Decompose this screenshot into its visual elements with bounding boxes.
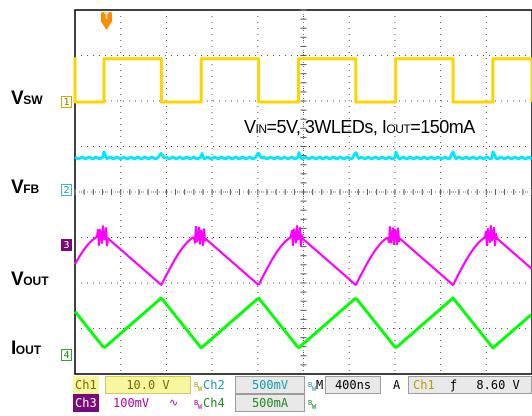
ch3-ground-marker[interactable]: 3 (61, 239, 72, 251)
label-vfb-main: V (11, 177, 24, 198)
trigger-level: 8.60 V (476, 378, 520, 392)
label-vout-sub: OUT (23, 274, 49, 288)
label-iout: IOUT (11, 338, 41, 360)
status-row-1: Ch1 10.0 V B W Ch2 500mV B W M 400ns A C… (73, 376, 532, 394)
ch3-vout-trace (74, 225, 532, 286)
ch3-tag[interactable]: Ch3 (73, 394, 99, 412)
ch2-ground-marker[interactable]: 2 (61, 184, 72, 196)
ch2-vfb-trace (74, 150, 532, 161)
timebase-value[interactable]: 400ns (325, 376, 381, 394)
label-vfb-sub: FB (23, 182, 40, 196)
trigger-settings[interactable]: Ch1 ƒ 8.60 V (408, 376, 532, 394)
annotation-part1-sub: IN (255, 122, 268, 136)
trigger-mode: A (393, 378, 401, 392)
waveforms (73, 57, 532, 350)
trigger-slope-icon: ƒ (449, 378, 458, 392)
ch3-bw-b: B (194, 399, 199, 407)
ch2-tag[interactable]: Ch2 (203, 378, 225, 392)
ch3-bw-w: W (198, 403, 203, 411)
ch4-bw-b: B (308, 399, 313, 407)
label-vout: VOUT (11, 269, 49, 291)
ch1-tag[interactable]: Ch1 (73, 376, 99, 394)
annotation-part1: V (244, 117, 256, 137)
label-vsw-sub: SW (23, 93, 43, 107)
ch3-ac-coupling-icon: ∿ (169, 396, 179, 409)
annotation-part3: =150mA (410, 117, 475, 137)
annotation-part2-sub: OUT (386, 122, 411, 136)
trigger-arrow-icon (101, 12, 112, 30)
label-vout-main: V (11, 269, 24, 290)
ch1-vsw-trace (73, 57, 532, 104)
trigger-marker-label: T (103, 12, 110, 22)
label-vsw: VSW (11, 88, 43, 110)
ch4-ground-marker[interactable]: 4 (61, 349, 72, 361)
label-iout-sub: OUT (15, 343, 42, 357)
graticule (74, 9, 532, 375)
ch2-bw-b: B (308, 381, 313, 389)
conditions-annotation: VIN=5V, 3WLEDs, IOUT=150mA (244, 117, 475, 138)
status-row-2: Ch3 100mV ∿ B W Ch4 500mA B W (73, 394, 532, 412)
ch4-iout-trace (73, 296, 532, 350)
label-vfb: VFB (11, 177, 39, 199)
ch1-bw-b: B (194, 381, 199, 389)
ch1-ground-marker[interactable]: 1 (61, 96, 72, 108)
ch2-bw-w: W (312, 385, 317, 393)
ch3-scale[interactable]: 100mV (113, 396, 150, 410)
ch1-scale[interactable]: 10.0 V (105, 376, 191, 394)
ch1-bw-w: W (198, 385, 203, 393)
ch4-tag[interactable]: Ch4 (203, 396, 225, 410)
ch2-scale[interactable]: 500mV (235, 376, 305, 394)
ch4-bw-w: W (312, 403, 317, 411)
ch4-scale[interactable]: 500mA (235, 394, 305, 412)
timebase-prefix: M (316, 378, 324, 392)
trigger-source: Ch1 (413, 378, 435, 392)
trigger-position-marker[interactable]: T (100, 12, 113, 31)
label-vsw-main: V (11, 88, 24, 109)
label-iout-main: I (11, 338, 16, 359)
annotation-part2: =5V, 3WLEDs, I (266, 117, 387, 137)
